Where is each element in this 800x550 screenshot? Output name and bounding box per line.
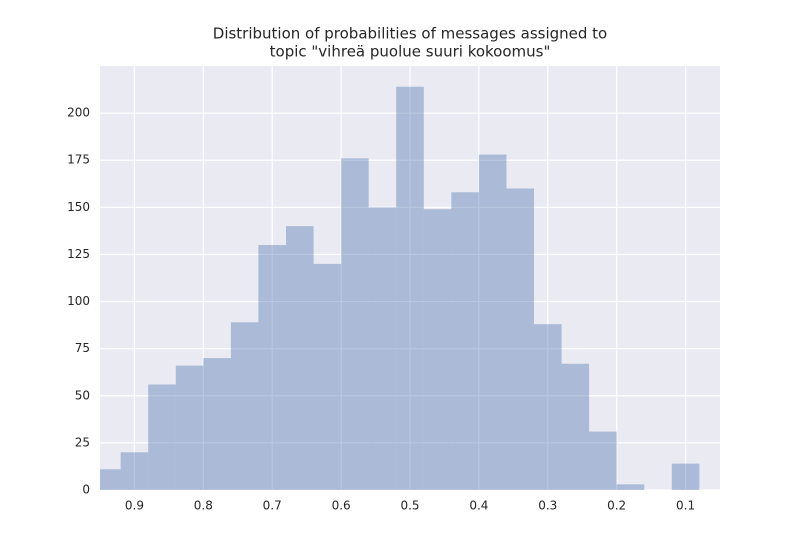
bar [230,322,259,490]
y-tick-label: 175 [67,153,90,167]
bar [671,463,700,490]
bars [100,86,700,490]
bar [148,384,176,490]
chart-title: topic "vihreä puolue suuri kokoomus" [270,43,551,61]
bar [396,86,424,490]
bar [286,226,314,490]
y-tick-label: 100 [67,294,90,308]
x-tick-label: 0.8 [194,499,213,513]
bar [175,365,204,490]
y-tick-label: 200 [67,106,90,120]
x-tick-label: 0.9 [125,499,144,513]
bar [451,192,479,490]
x-tick-label: 0.7 [263,499,282,513]
bar [313,263,342,490]
bar [368,207,397,490]
x-tick-label: 0.3 [538,499,557,513]
bar [423,209,452,490]
bar [341,158,369,490]
bar [478,154,507,490]
bar [100,469,121,490]
y-tick-label: 150 [67,200,90,214]
x-tick-label: 0.2 [607,499,626,513]
x-tick-label: 0.5 [400,499,419,513]
y-tick-label: 50 [75,388,90,402]
bar [561,363,590,490]
y-tick-label: 125 [67,247,90,261]
x-tick-label: 0.4 [469,499,488,513]
bar [616,484,645,490]
chart-title: Distribution of probabilities of message… [213,25,607,43]
x-tick-label: 0.1 [676,499,695,513]
y-tick-label: 25 [75,435,90,449]
x-tick-label: 0.6 [332,499,351,513]
bar [589,431,617,490]
y-tick-label: 75 [75,341,90,355]
bar [203,358,231,490]
bar [258,245,286,490]
bar [534,324,562,490]
bar [120,452,149,490]
bar [506,188,534,490]
grid [100,66,720,491]
y-tick-label: 0 [82,483,90,497]
